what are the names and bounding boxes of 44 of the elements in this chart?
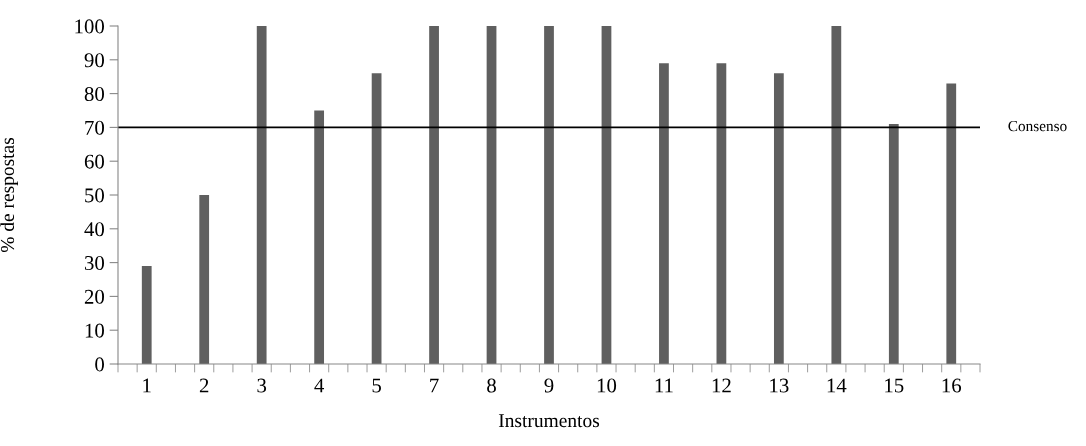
y-tick-label: 60 [84,154,105,169]
x-axis-title: Instrumentos [498,414,600,428]
bar [429,26,439,364]
bar [314,110,325,364]
bar [659,63,669,364]
y-tick-label: 70 [85,120,105,135]
y-axis-title: % de respostas [0,137,18,253]
bar [831,26,842,364]
y-tick-label: 80 [84,86,105,102]
x-tick-label: 12 [712,378,731,393]
bar [946,83,957,364]
x-tick-label: 11 [655,378,673,393]
x-tick-label: 7 [430,378,439,393]
bar [716,63,727,364]
x-tick-label: 15 [885,378,904,393]
bar [601,26,612,364]
y-tick-label: 90 [84,53,105,68]
x-tick-label: 13 [770,378,789,393]
y-tick-label: 30 [84,255,105,271]
x-tick-label: 14 [827,378,847,393]
x-tick-label: 10 [597,378,617,393]
x-tick-label: 1 [143,378,151,393]
bar [486,26,497,364]
x-tick-label: 16 [942,378,962,393]
bar [888,124,899,364]
y-tick-label: 20 [84,289,105,304]
y-tick-label: 0 [95,357,105,372]
bar [371,73,382,364]
x-tick-label: 5 [372,378,381,393]
x-tick-label: 8 [487,378,496,393]
bar [141,265,152,364]
x-tick-label: 3 [257,378,267,393]
x-tick-label: 4 [314,378,325,393]
x-tick-label: 9 [544,378,554,393]
bar [199,195,210,364]
bar [773,73,784,364]
ref-line-label: Consenso [1008,120,1067,132]
bar [544,26,554,364]
y-tick-label: 100 [75,19,105,34]
bar [256,26,267,364]
x-tick-label: 2 [199,378,209,393]
y-tick-label: 10 [85,323,105,338]
y-tick-label: 50 [85,188,105,203]
y-tick-label: 40 [84,222,105,237]
